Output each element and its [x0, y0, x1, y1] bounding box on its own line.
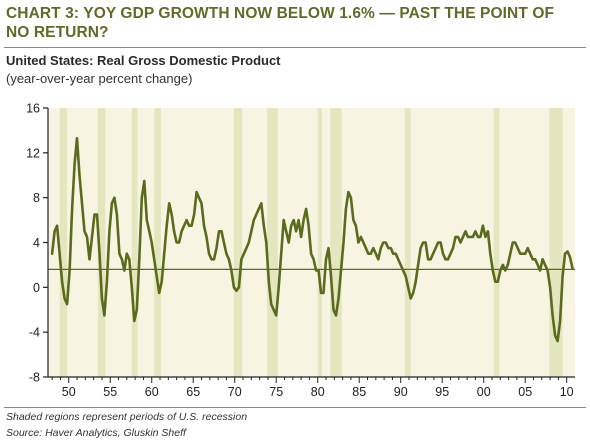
x-tick-label: 70 [228, 385, 242, 399]
source-note: Source: Haver Analytics, Gluskin Sheff [6, 427, 186, 439]
x-tick-label: 55 [103, 385, 117, 399]
recession-shade-1 [59, 108, 68, 377]
footer-rule [4, 407, 586, 408]
x-tick-label: 90 [394, 385, 408, 399]
recession-shade-5 [233, 108, 243, 377]
recession-shade-3 [131, 108, 138, 377]
recession-shade-8 [330, 108, 342, 377]
chart-subtitle: United States: Real Gross Domestic Produ… [6, 53, 281, 68]
x-axis: 50 55 60 65 70 75 80 85 90 95 00 05 10 [48, 376, 575, 399]
title-rule [4, 47, 586, 48]
recession-shade-9 [404, 108, 411, 377]
x-tick-label: 10 [560, 385, 574, 399]
gdp-series-line [50, 137, 574, 343]
y-tick-label: 16 [26, 102, 40, 116]
gdp-line-chart: -8 -4 0 4 8 12 16 50 55 60 65 70 75 80 85 90 95 00 05 10 [26, 102, 575, 399]
y-tick-label: -8 [29, 371, 40, 385]
x-tick-label: 75 [269, 385, 283, 399]
unit-note: (year-over-year percent change) [6, 71, 193, 86]
recession-shade-10 [493, 108, 500, 377]
y-tick-label: 12 [26, 146, 40, 160]
y-tick-label: 4 [33, 236, 40, 250]
y-tick-label: 8 [33, 191, 40, 205]
recession-note: Shaded regions represent periods of U.S.… [6, 411, 248, 423]
y-tick-label: 0 [33, 281, 40, 295]
x-tick-label: 05 [518, 385, 532, 399]
recession-shades [59, 108, 563, 377]
x-tick-label: 00 [477, 385, 491, 399]
recession-shade-4 [154, 108, 161, 377]
x-tick-label: 85 [352, 385, 366, 399]
chart-title: CHART 3: YOY GDP GROWTH NOW BELOW 1.6% —… [6, 5, 555, 41]
recession-shade-2 [97, 108, 106, 377]
x-tick-label: 50 [62, 385, 76, 399]
x-tick-label: 65 [186, 385, 200, 399]
x-tick-label: 80 [311, 385, 325, 399]
y-axis: -8 -4 0 4 8 12 16 [26, 102, 49, 385]
recession-shade-6 [267, 108, 278, 377]
x-tick-label: 60 [145, 385, 159, 399]
y-tick-label: -4 [29, 326, 40, 340]
x-tick-label: 95 [435, 385, 449, 399]
recession-shade-7 [317, 108, 322, 377]
